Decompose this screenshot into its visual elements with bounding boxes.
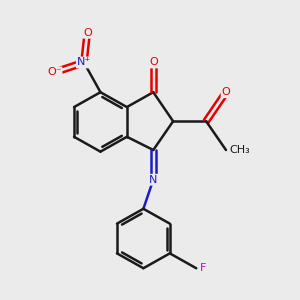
Text: O: O — [149, 58, 158, 68]
Text: N: N — [149, 175, 158, 185]
Text: O⁻: O⁻ — [47, 68, 61, 77]
Text: CH₃: CH₃ — [229, 145, 250, 155]
Text: O: O — [83, 28, 92, 38]
Text: F: F — [200, 263, 206, 273]
Text: N⁺: N⁺ — [77, 58, 91, 68]
Text: O: O — [222, 87, 230, 97]
